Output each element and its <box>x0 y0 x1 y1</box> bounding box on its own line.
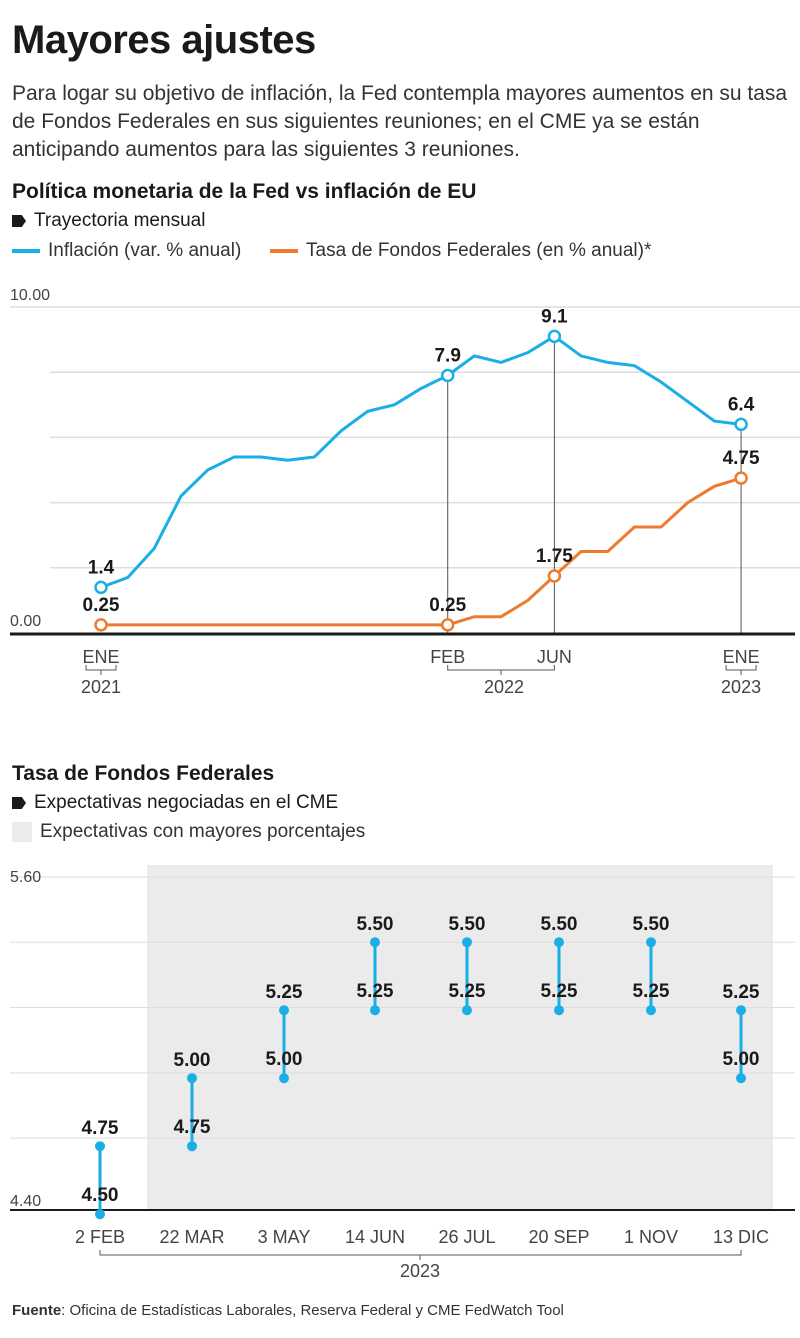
y-tick-label: 5.60 <box>10 869 41 886</box>
data-label: 4.75 <box>723 448 760 469</box>
data-label: 0.25 <box>83 595 120 616</box>
x-tick-label: JUN <box>537 647 572 667</box>
low-point <box>95 1209 105 1220</box>
chart1-subtitle-text: Trayectoria mensual <box>34 210 206 231</box>
data-label: 6.4 <box>728 394 755 415</box>
data-point <box>440 618 455 632</box>
legend-inflation: Inflación (var. % anual) <box>12 240 241 262</box>
x-tick-label: ENE <box>82 647 119 667</box>
high-label: 5.25 <box>723 982 760 1003</box>
x-tick-label: 22 MAR <box>159 1227 224 1247</box>
range-chart: 5.60 4.40 4.75 4.50 2 FEB 5.00 4.75 22 MAR 5.25 5… <box>10 865 795 1281</box>
shade-swatch-icon <box>12 822 32 842</box>
high-label: 4.75 <box>82 1118 119 1139</box>
high-label: 5.50 <box>357 914 394 935</box>
high-point <box>95 1141 105 1152</box>
x-tick-label: FEB <box>430 647 465 667</box>
high-point <box>370 937 380 948</box>
low-point <box>279 1073 289 1084</box>
legend-line-icon <box>12 249 40 253</box>
line-chart: 10.00 0.00 1.4 7.9 9.1 6.4 0.25 0.25 1.75 4.75 ENE… <box>10 287 800 697</box>
low-label: 5.25 <box>633 981 670 1002</box>
y-tick-label: 0.00 <box>10 613 41 630</box>
data-label: 1.75 <box>536 546 573 567</box>
x-tick-label: 1 NOV <box>624 1227 678 1247</box>
x-tick-label: 14 JUN <box>345 1227 405 1247</box>
legend-rate: Tasa de Fondos Federales (en % anual)* <box>270 240 651 262</box>
tag-icon <box>12 797 26 809</box>
series-line-1 <box>101 476 742 627</box>
x-year-label: 2023 <box>400 1261 440 1281</box>
y-tick-label: 10.00 <box>10 287 50 304</box>
source-label: Fuente <box>12 1302 62 1319</box>
legend-label: Tasa de Fondos Federales (en % anual)* <box>306 240 652 261</box>
legend-shade: Expectativas con mayores porcentajes <box>12 821 365 843</box>
x-year-label: 2021 <box>81 677 121 697</box>
x-tick-label: ENE <box>723 647 760 667</box>
year-bracket <box>725 665 757 675</box>
high-point <box>646 937 656 948</box>
data-point <box>94 580 108 595</box>
legend-label: Inflación (var. % anual) <box>48 240 242 261</box>
data-label: 1.4 <box>88 557 115 578</box>
x-tick-label: 26 JUL <box>438 1227 495 1247</box>
high-point <box>554 937 564 948</box>
low-point <box>462 1005 472 1016</box>
year-bracket <box>99 1250 742 1260</box>
shaded-region <box>147 865 773 1210</box>
data-point <box>547 329 562 344</box>
low-point <box>554 1005 564 1016</box>
page-title: Mayores ajustes <box>12 18 316 62</box>
x-year-label: 2023 <box>721 677 761 697</box>
year-bracket <box>85 665 117 675</box>
source-text: : Oficina de Estadísticas Laborales, Res… <box>61 1302 564 1319</box>
high-label: 5.25 <box>266 982 303 1003</box>
year-bracket <box>447 665 555 675</box>
x-tick-label: 13 DIC <box>713 1227 769 1247</box>
chart2-subtitle: Expectativas negociadas en el CME <box>12 792 338 814</box>
high-label: 5.50 <box>449 914 486 935</box>
data-point <box>734 417 748 432</box>
low-label: 5.25 <box>541 981 578 1002</box>
low-point <box>187 1141 197 1152</box>
series-line-0 <box>100 334 742 589</box>
y-tick-label: 4.40 <box>10 1193 41 1210</box>
high-label: 5.50 <box>541 914 578 935</box>
high-point <box>279 1005 289 1016</box>
x-year-label: 2022 <box>484 677 524 697</box>
tag-icon <box>12 215 26 227</box>
low-point <box>646 1005 656 1016</box>
chart2-title: Tasa de Fondos Federales <box>12 762 275 785</box>
high-label: 5.00 <box>174 1050 211 1071</box>
chart1-subtitle: Trayectoria mensual <box>12 210 205 232</box>
low-point <box>736 1073 746 1084</box>
legend-line-icon <box>270 249 298 253</box>
data-point <box>734 471 748 485</box>
data-point <box>547 569 562 583</box>
chart2-subtitle-text: Expectativas negociadas en el CME <box>34 792 339 813</box>
data-label: 9.1 <box>541 306 568 327</box>
high-point <box>462 937 472 948</box>
low-label: 4.75 <box>174 1117 211 1138</box>
subtitle: Para logar su objetivo de inflación, la … <box>12 82 788 161</box>
high-label: 5.50 <box>633 914 670 935</box>
low-label: 5.25 <box>357 981 394 1002</box>
data-point <box>440 368 455 383</box>
x-tick-label: 3 MAY <box>258 1227 311 1247</box>
chart1-title: Política monetaria de la Fed vs inflació… <box>12 180 477 203</box>
x-tick-label: 2 FEB <box>75 1227 125 1247</box>
low-label: 4.50 <box>82 1185 119 1206</box>
low-label: 5.25 <box>449 981 486 1002</box>
data-point <box>94 618 108 632</box>
x-tick-label: 20 SEP <box>528 1227 589 1247</box>
low-label: 5.00 <box>266 1049 303 1070</box>
data-label: 7.9 <box>434 345 460 366</box>
data-label: 0.25 <box>429 595 466 616</box>
source-note: Fuente: Oficina de Estadísticas Laborale… <box>12 1302 564 1319</box>
high-point <box>736 1005 746 1016</box>
legend-label: Expectativas con mayores porcentajes <box>40 821 366 842</box>
low-label: 5.00 <box>723 1049 760 1070</box>
low-point <box>370 1005 380 1016</box>
high-point <box>187 1073 197 1084</box>
